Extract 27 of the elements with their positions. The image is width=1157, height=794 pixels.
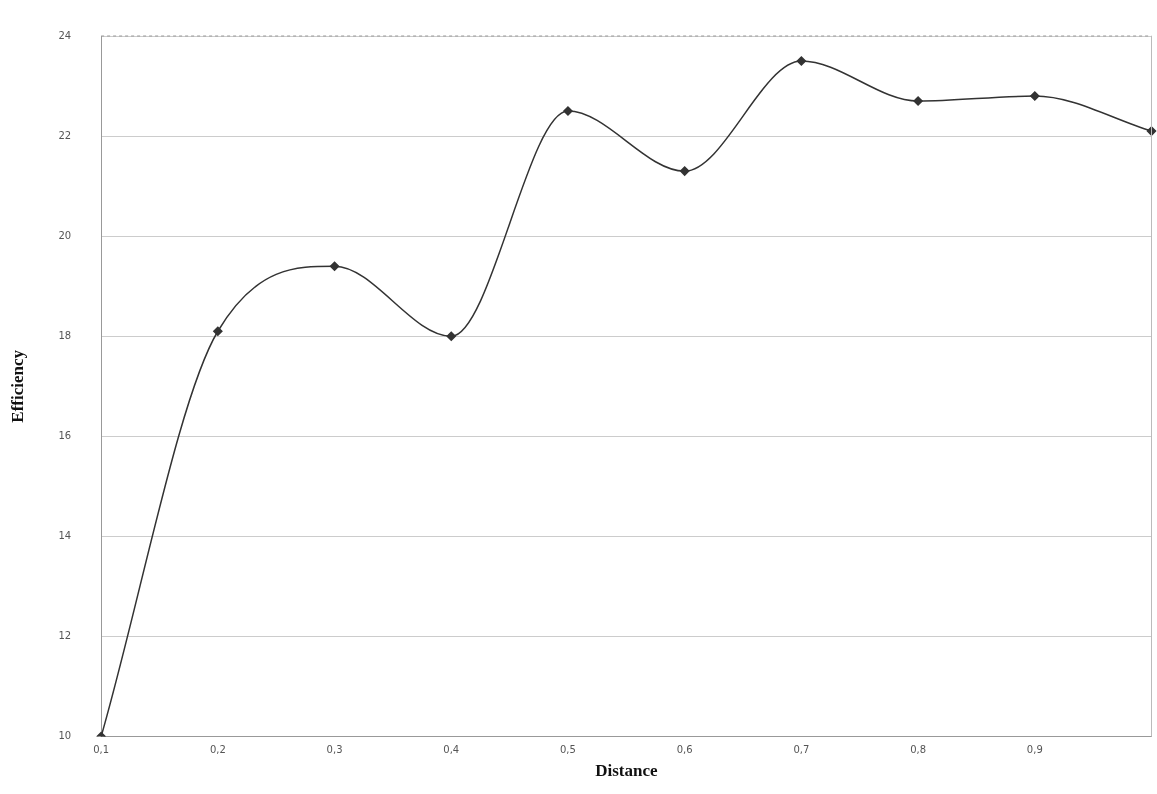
x-tick-label: 0,9 [1026, 744, 1043, 756]
y-tick-label: 12 [58, 630, 72, 642]
x-tick-label: 0,4 [443, 744, 460, 756]
y-tick-label: 14 [58, 530, 72, 542]
x-tick-label: 0,7 [793, 744, 810, 756]
y-tick-label: 22 [58, 129, 72, 141]
point [679, 166, 690, 176]
x-tick-label: 0,5 [560, 744, 576, 756]
x-tick-label: 0,8 [910, 744, 927, 756]
point [563, 106, 573, 116]
y-tick-label: 20 [58, 229, 72, 241]
x-tick-label: 0,6 [676, 744, 693, 756]
point [213, 326, 223, 336]
point [446, 331, 456, 342]
y-tick-label: 24 [58, 29, 72, 41]
y-tick-label: 10 [58, 730, 72, 742]
y-tick-label: 18 [58, 329, 72, 341]
x-axis-title: Distance [595, 761, 658, 781]
point [796, 56, 807, 66]
point [913, 96, 923, 106]
y-tick-label: 16 [58, 429, 72, 441]
x-tick-label: 0,3 [326, 744, 343, 756]
x-tick-label: 0,2 [209, 744, 226, 756]
point [1030, 91, 1040, 101]
y-axis-title: Efficiency [7, 349, 27, 423]
x-tick-label: 0,1 [93, 744, 110, 756]
point [329, 261, 340, 271]
